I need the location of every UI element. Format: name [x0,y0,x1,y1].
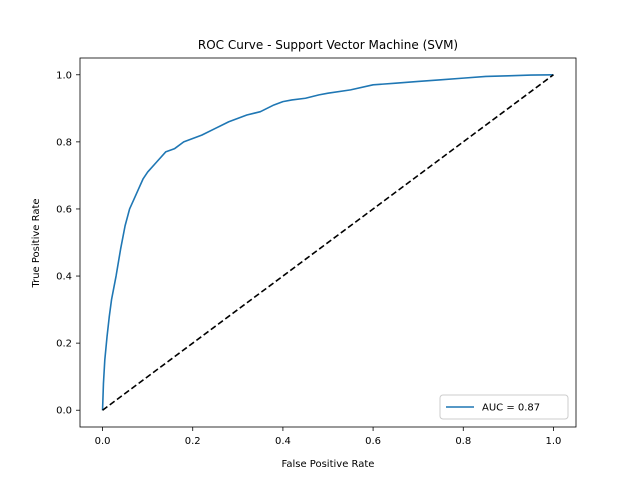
chart-title: ROC Curve - Support Vector Machine (SVM) [198,38,458,52]
y-tick-label: 0.8 [56,137,72,148]
legend: AUC = 0.87 [439,394,569,420]
x-tick-label: 0.8 [455,436,471,447]
plot-frame [79,57,577,428]
y-tick-label: 0.4 [56,272,72,283]
y-tick-label: 0.6 [56,204,72,215]
roc-curve-line [101,73,554,411]
legend-label: AUC = 0.87 [482,403,540,414]
legend-box [439,394,569,420]
plot-area [101,73,554,411]
x-tick-label: 0.0 [95,436,111,447]
x-axis-label: False Positive Rate [282,459,375,470]
y-axis-label: True Positive Rate [31,198,42,288]
diagonal-reference-line [102,74,554,411]
y-tick-label: 0.0 [56,406,72,417]
axes: 0.0 0.2 0.4 0.6 0.8 1.0 0.0 0.2 0.4 0.6 0.8 1.0 [56,57,577,447]
y-tick-label: 0.2 [56,339,72,350]
x-tick-label: 0.2 [185,436,201,447]
x-tick-label: 0.4 [275,436,291,447]
x-tick-label: 0.6 [365,436,381,447]
x-tick-label: 1.0 [546,436,562,447]
y-tick-label: 1.0 [56,70,72,81]
